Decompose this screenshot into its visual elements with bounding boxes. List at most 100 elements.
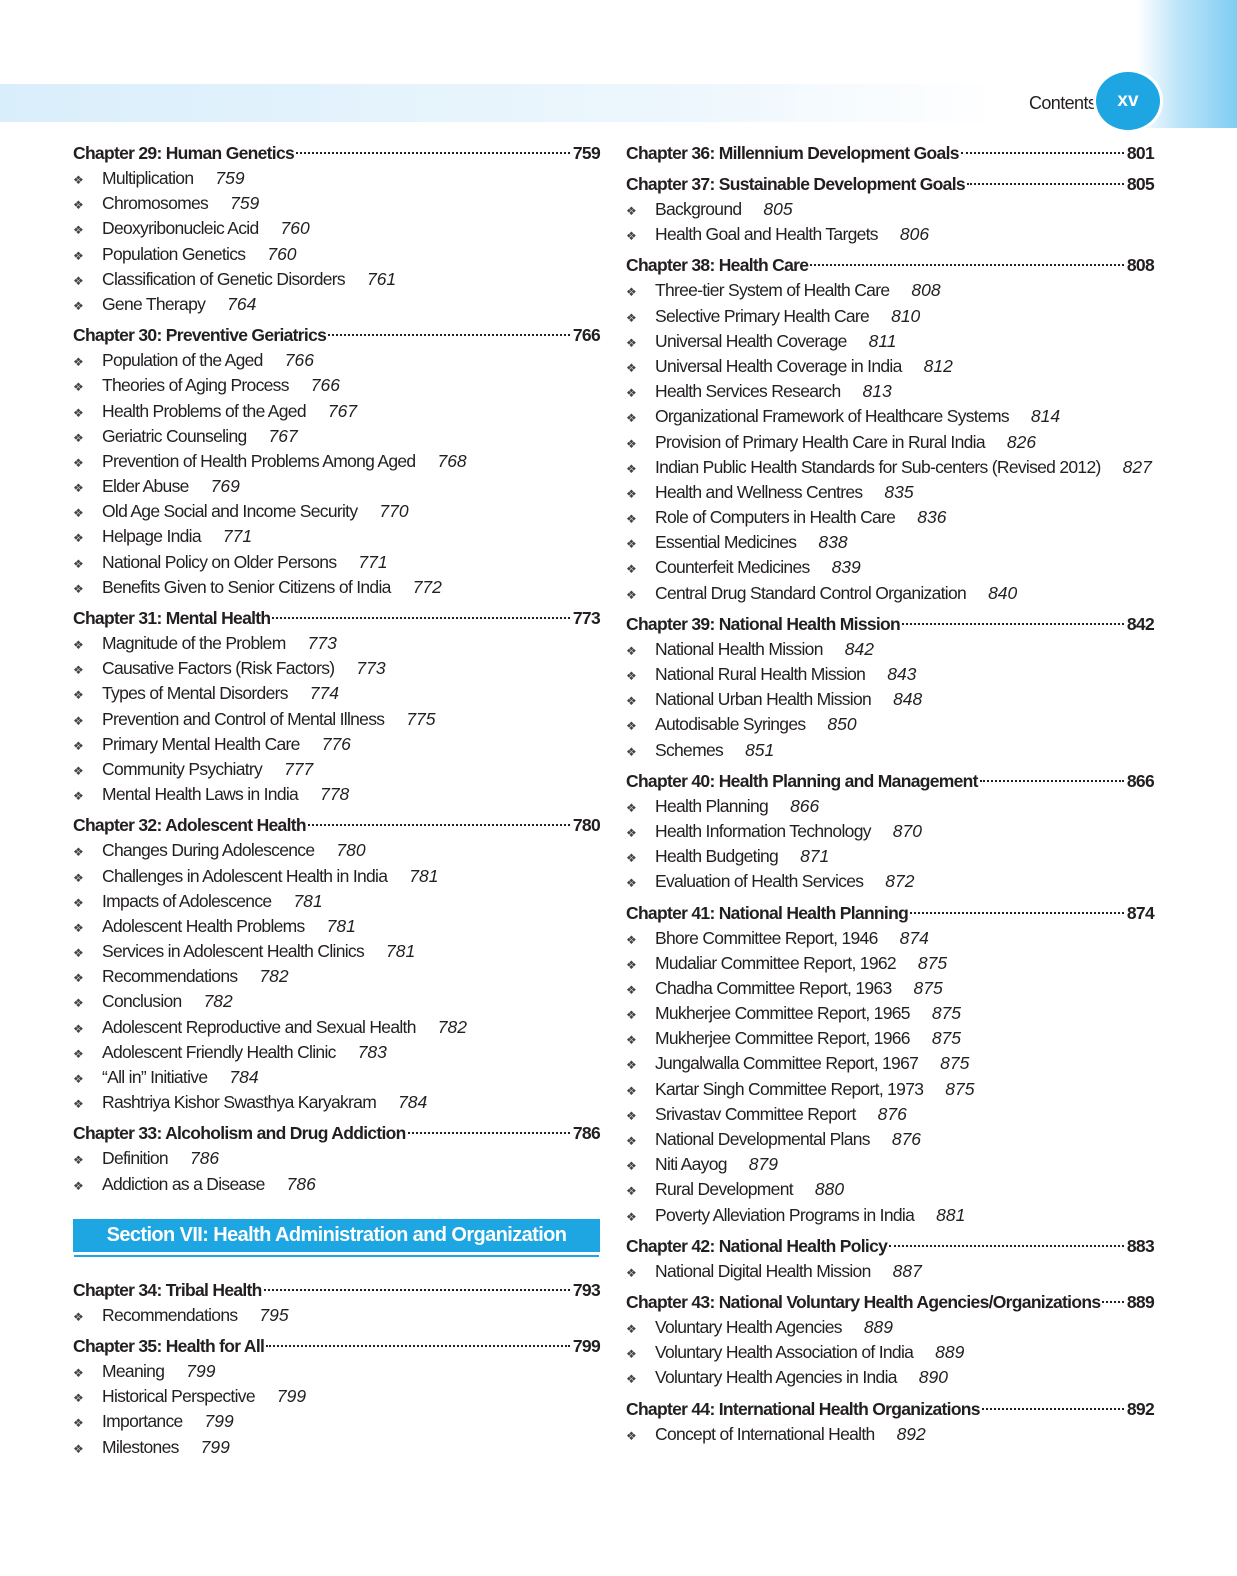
topic-entry[interactable]: ❖ Counterfeit Medicines 839: [626, 555, 1154, 580]
topic-entry[interactable]: ❖ Voluntary Health Agencies in India 890: [626, 1365, 1154, 1390]
topic-entry[interactable]: ❖ Health Services Research 813: [626, 379, 1154, 404]
topic-entry[interactable]: ❖ Chromosomes 759: [73, 191, 600, 216]
topic-entry[interactable]: ❖ Health Problems of the Aged 767: [73, 399, 600, 424]
topic-entry[interactable]: ❖ Mukherjee Committee Report, 1966 875: [626, 1026, 1154, 1051]
topic-entry[interactable]: ❖ Benefits Given to Senior Citizens of In…: [73, 575, 600, 600]
chapter-entry[interactable]: Chapter 32: Adolescent Health 780: [73, 813, 601, 838]
topic-entry[interactable]: ❖ Jungalwalla Committee Report, 1967 875: [626, 1051, 1154, 1076]
chapter-entry[interactable]: Chapter 41: National Health Planning 874: [626, 901, 1155, 926]
topic-entry[interactable]: ❖ Mudaliar Committee Report, 1962 875: [626, 951, 1154, 976]
topic-entry[interactable]: ❖ Health Budgeting 871: [626, 844, 1154, 869]
topic-entry[interactable]: ❖ Health Information Technology 870: [626, 819, 1154, 844]
topic-entry[interactable]: ❖ Chadha Committee Report, 1963 875: [626, 976, 1154, 1001]
topic-entry[interactable]: ❖ National Urban Health Mission 848: [626, 687, 1154, 712]
topic-entry[interactable]: ❖ Autodisable Syringes 850: [626, 712, 1154, 737]
topic-entry[interactable]: ❖ Elder Abuse 769: [73, 474, 600, 499]
chapter-entry[interactable]: Chapter 29: Human Genetics 759: [73, 141, 601, 166]
topic-entry[interactable]: ❖ Bhore Committee Report, 1946 874: [626, 926, 1154, 951]
topic-entry[interactable]: ❖ Universal Health Coverage 811: [626, 329, 1154, 354]
topic-entry[interactable]: ❖ National Rural Health Mission 843: [626, 662, 1154, 687]
topic-entry[interactable]: ❖ Population Genetics 760: [73, 242, 600, 267]
topic-entry[interactable]: ❖ National Developmental Plans 876: [626, 1127, 1154, 1152]
topic-entry[interactable]: ❖ Theories of Aging Process 766: [73, 373, 600, 398]
chapter-entry[interactable]: Chapter 33: Alcoholism and Drug Addictio…: [73, 1121, 601, 1146]
topic-entry[interactable]: ❖ Services in Adolescent Health Clinics 78…: [73, 939, 600, 964]
topic-entry[interactable]: ❖ Three-tier System of Health Care 808: [626, 278, 1154, 303]
topic-entry[interactable]: ❖ Selective Primary Health Care 810: [626, 304, 1154, 329]
chapter-entry[interactable]: Chapter 31: Mental Health 773: [73, 606, 601, 631]
topic-entry[interactable]: ❖ Mental Health Laws in India 778: [73, 782, 600, 807]
topic-entry[interactable]: ❖ Importance 799: [73, 1409, 600, 1434]
topic-entry[interactable]: ❖ Mukherjee Committee Report, 1965 875: [626, 1001, 1154, 1026]
chapter-entry[interactable]: Chapter 44: International Health Organiz…: [626, 1397, 1155, 1422]
chapter-entry[interactable]: Chapter 43: National Voluntary Health Ag…: [626, 1290, 1155, 1315]
topic-entry[interactable]: ❖ Role of Computers in Health Care 836: [626, 505, 1154, 530]
topic-entry[interactable]: ❖ Niti Aayog 879: [626, 1152, 1154, 1177]
topic-entry[interactable]: ❖ Concept of International Health 892: [626, 1422, 1154, 1447]
chapter-entry[interactable]: Chapter 39: National Health Mission 842: [626, 612, 1155, 637]
topic-entry[interactable]: ❖ Causative Factors (Risk Factors) 773: [73, 656, 600, 681]
topic-entry[interactable]: ❖ Recommendations 782: [73, 964, 600, 989]
topic-entry[interactable]: ❖ Meaning 799: [73, 1359, 600, 1384]
topic-entry[interactable]: ❖ Geriatric Counseling 767: [73, 424, 600, 449]
topic-entry[interactable]: ❖ Old Age Social and Income Security 770: [73, 499, 600, 524]
chapter-entry[interactable]: Chapter 35: Health for All 799: [73, 1334, 601, 1359]
topic-entry[interactable]: ❖ Community Psychiatry 777: [73, 757, 600, 782]
chapter-entry[interactable]: Chapter 37: Sustainable Development Goal…: [626, 172, 1155, 197]
topic-entry[interactable]: ❖ National Health Mission 842: [626, 637, 1154, 662]
topic-entry[interactable]: ❖ Historical Perspective 799: [73, 1384, 600, 1409]
topic-entry[interactable]: ❖ “All in” Initiative 784: [73, 1065, 600, 1090]
topic-entry[interactable]: ❖ Recommendations 795: [73, 1303, 600, 1328]
topic-entry[interactable]: ❖ Adolescent Reproductive and Sexual Heal…: [73, 1015, 600, 1040]
topic-entry[interactable]: ❖ Prevention and Control of Mental Illnes…: [73, 707, 600, 732]
topic-entry[interactable]: ❖ Poverty Alleviation Programs in India 88…: [626, 1203, 1154, 1228]
topic-entry[interactable]: ❖ Rural Development 880: [626, 1177, 1154, 1202]
topic-entry[interactable]: ❖ Health and Wellness Centres 835: [626, 480, 1154, 505]
topic-entry[interactable]: ❖ Impacts of Adolescence 781: [73, 889, 600, 914]
topic-entry[interactable]: ❖ National Policy on Older Persons 771: [73, 550, 600, 575]
topic-page: 778: [320, 784, 350, 805]
topic-entry[interactable]: ❖ Deoxyribonucleic Acid 760: [73, 216, 600, 241]
chapter-entry[interactable]: Chapter 30: Preventive Geriatrics 766: [73, 323, 601, 348]
chapter-entry[interactable]: Chapter 42: National Health Policy 883: [626, 1234, 1155, 1259]
topic-entry[interactable]: ❖ Provision of Primary Health Care in Rur…: [626, 430, 1154, 455]
topic-entry[interactable]: ❖ Adolescent Friendly Health Clinic 783: [73, 1040, 600, 1065]
topic-entry[interactable]: ❖ Milestones 799: [73, 1435, 600, 1460]
topic-entry[interactable]: ❖ Adolescent Health Problems 781: [73, 914, 600, 939]
topic-entry[interactable]: ❖ Definition 786: [73, 1146, 600, 1171]
topic-entry[interactable]: ❖ Background 805: [626, 197, 1154, 222]
chapter-entry[interactable]: Chapter 40: Health Planning and Manageme…: [626, 769, 1155, 794]
topic-entry[interactable]: ❖ Kartar Singh Committee Report, 1973 875: [626, 1077, 1154, 1102]
topic-entry[interactable]: ❖ Schemes 851: [626, 738, 1154, 763]
topic-entry[interactable]: ❖ Evaluation of Health Services 872: [626, 869, 1154, 894]
topic-entry[interactable]: ❖ Health Goal and Health Targets 806: [626, 222, 1154, 247]
topic-entry[interactable]: ❖ Helpage India 771: [73, 524, 600, 549]
chapter-entry[interactable]: Chapter 36: Millennium Development Goals…: [626, 141, 1155, 166]
topic-page: 811: [868, 330, 897, 351]
topic-entry[interactable]: ❖ Challenges in Adolescent Health in Indi…: [73, 864, 600, 889]
topic-entry[interactable]: ❖ Multiplication 759: [73, 166, 600, 191]
topic-entry[interactable]: ❖ Voluntary Health Agencies 889: [626, 1315, 1154, 1340]
topic-entry[interactable]: ❖ Addiction as a Disease 786: [73, 1172, 600, 1197]
topic-entry[interactable]: ❖ Organizational Framework of Healthcare …: [626, 404, 1154, 429]
topic-entry[interactable]: ❖ Rashtriya Kishor Swasthya Karyakram 784: [73, 1090, 600, 1115]
topic-entry[interactable]: ❖ Gene Therapy 764: [73, 292, 600, 317]
chapter-entry[interactable]: Chapter 34: Tribal Health 793: [73, 1278, 601, 1303]
topic-entry[interactable]: ❖ Changes During Adolescence 780: [73, 838, 600, 863]
topic-entry[interactable]: ❖ Prevention of Health Problems Among Age…: [73, 449, 600, 474]
topic-entry[interactable]: ❖ Health Planning 866: [626, 794, 1154, 819]
chapter-entry[interactable]: Chapter 38: Health Care 808: [626, 253, 1155, 278]
topic-entry[interactable]: ❖ Conclusion 782: [73, 989, 600, 1014]
topic-entry[interactable]: ❖ Essential Medicines 838: [626, 530, 1154, 555]
topic-entry[interactable]: ❖ Population of the Aged 766: [73, 348, 600, 373]
topic-entry[interactable]: ❖ National Digital Health Mission 887: [626, 1259, 1154, 1284]
topic-entry[interactable]: ❖ Voluntary Health Association of India 88…: [626, 1340, 1154, 1365]
topic-entry[interactable]: ❖ Classification of Genetic Disorders 761: [73, 267, 600, 292]
topic-entry[interactable]: ❖ Central Drug Standard Control Organizat…: [626, 581, 1154, 606]
topic-entry[interactable]: ❖ Magnitude of the Problem 773: [73, 631, 600, 656]
topic-entry[interactable]: ❖ Srivastav Committee Report 876: [626, 1102, 1154, 1127]
topic-entry[interactable]: ❖ Indian Public Health Standards for Sub-…: [626, 455, 1154, 480]
topic-entry[interactable]: ❖ Primary Mental Health Care 776: [73, 732, 600, 757]
topic-entry[interactable]: ❖ Universal Health Coverage in India 812: [626, 354, 1154, 379]
topic-entry[interactable]: ❖ Types of Mental Disorders 774: [73, 681, 600, 706]
